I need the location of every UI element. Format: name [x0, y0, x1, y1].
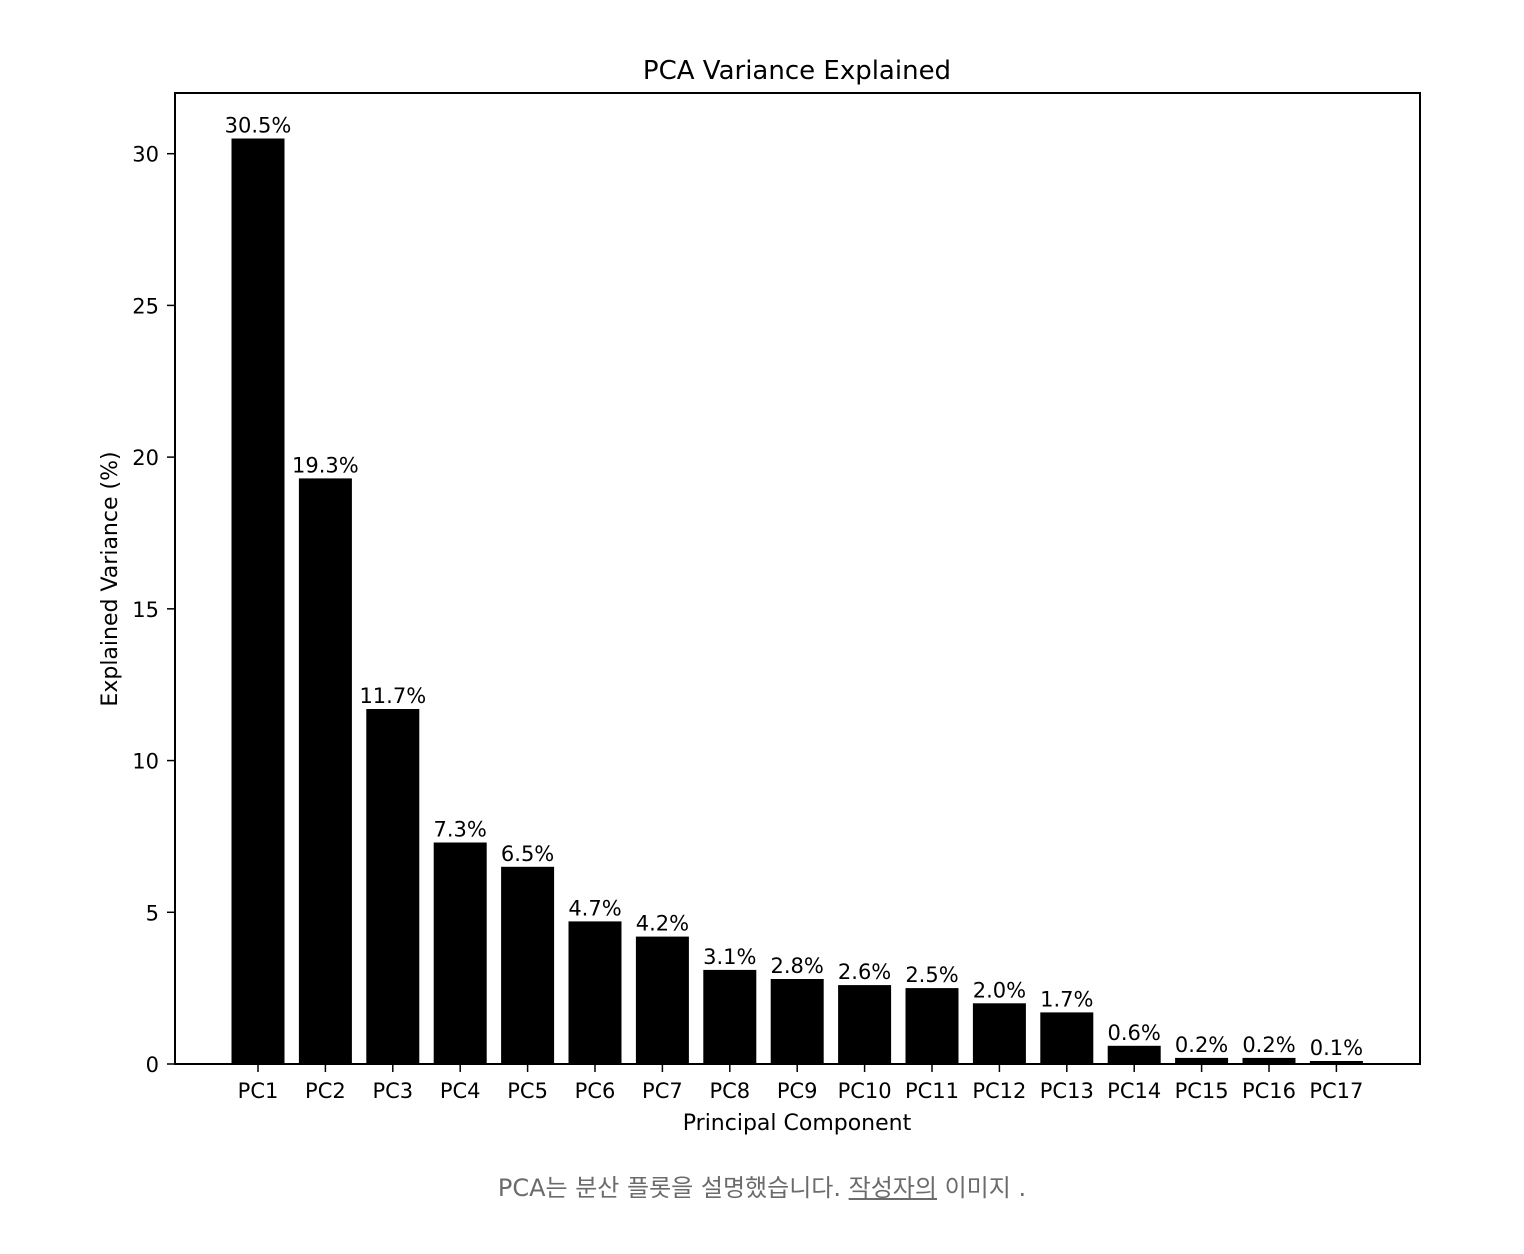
bar-chart: PCA Variance Explained 30.5% 19.3% 11.7% 7.… [98, 56, 1421, 1136]
bar-pc11 [905, 988, 959, 1064]
x-tick-label-pc9: PC9 [777, 1079, 818, 1103]
figure-caption: PCA는 분산 플롯을 설명했습니다. 작성자의 이미지 . [0, 1168, 1524, 1203]
bar-pc2 [298, 478, 352, 1064]
bar-pc12 [972, 1003, 1026, 1064]
data-label-pc11: 2.5% [905, 963, 958, 987]
bar-pc10 [838, 985, 892, 1064]
x-tick-label-pc17: PC17 [1309, 1079, 1363, 1103]
bar-pc9 [770, 979, 824, 1064]
x-tick-label-pc16: PC16 [1242, 1079, 1296, 1103]
data-label-pc16: 0.2% [1242, 1033, 1295, 1057]
x-tick-label-pc6: PC6 [575, 1079, 616, 1103]
bar-pc7 [635, 936, 689, 1064]
data-label-pc5: 6.5% [501, 842, 554, 866]
caption-prefix: PCA는 분산 플롯을 설명했습니다. [497, 1174, 849, 1202]
x-tick-label-pc7: PC7 [642, 1079, 683, 1103]
x-tick-label-pc14: PC14 [1107, 1079, 1161, 1103]
y-axis-label: Explained Variance (%) [98, 451, 123, 706]
y-tick-label-15: 15 [132, 598, 159, 622]
data-label-pc2: 19.3% [292, 453, 359, 477]
chart-title: PCA Variance Explained [643, 56, 951, 86]
data-label-pc8: 3.1% [703, 945, 756, 969]
x-tick-label-pc4: PC4 [440, 1079, 481, 1103]
data-label-pc3: 11.7% [359, 684, 426, 708]
x-tick-label-pc12: PC12 [972, 1079, 1026, 1103]
bar-pc1 [231, 138, 285, 1064]
x-tick-label-pc15: PC15 [1175, 1079, 1229, 1103]
data-label-pc4: 7.3% [434, 818, 487, 842]
bar-pc15 [1175, 1057, 1229, 1064]
author-link[interactable]: 작성자의 [848, 1174, 937, 1202]
y-tick-label-10: 10 [132, 750, 159, 774]
x-tick-label-pc1: PC1 [238, 1079, 279, 1103]
y-tick-label-20: 20 [132, 446, 159, 470]
data-label-pc12: 2.0% [973, 978, 1026, 1002]
x-tick-label-pc2: PC2 [305, 1079, 346, 1103]
bar-pc16 [1242, 1057, 1296, 1064]
bar-pc4 [433, 842, 487, 1064]
bar-pc13 [1040, 1012, 1094, 1064]
data-label-pc10: 2.6% [838, 960, 891, 984]
data-label-pc14: 0.6% [1108, 1021, 1161, 1045]
bar-pc14 [1107, 1045, 1161, 1064]
plot-frame [174, 92, 1421, 1065]
y-tick-label-25: 25 [132, 294, 159, 318]
data-label-pc9: 2.8% [771, 954, 824, 978]
data-label-pc13: 1.7% [1040, 987, 1093, 1011]
bar-pc3 [366, 709, 420, 1064]
x-tick-label-pc13: PC13 [1040, 1079, 1094, 1103]
bar-pc8 [703, 969, 757, 1064]
x-tick-label-pc3: PC3 [372, 1079, 413, 1103]
x-tick-label-pc5: PC5 [507, 1079, 548, 1103]
x-tick-label-pc11: PC11 [905, 1079, 959, 1103]
x-tick-label-pc8: PC8 [709, 1079, 750, 1103]
data-label-pc7: 4.2% [636, 912, 689, 936]
caption-suffix: 이미지 . [936, 1174, 1027, 1202]
bar-pc5 [501, 866, 555, 1064]
data-label-pc17: 0.1% [1310, 1036, 1363, 1060]
y-tick-label-0: 0 [146, 1053, 159, 1077]
bar-pc6 [568, 921, 622, 1064]
x-tick-label-pc10: PC10 [838, 1079, 892, 1103]
y-tick-label-30: 30 [132, 143, 159, 167]
bar-pc17 [1309, 1061, 1363, 1064]
y-tick-label-5: 5 [146, 901, 159, 925]
data-label-pc15: 0.2% [1175, 1033, 1228, 1057]
data-label-pc6: 4.7% [568, 896, 621, 920]
data-label-pc1: 30.5% [225, 114, 292, 138]
x-axis-label: Principal Component [683, 1111, 912, 1136]
